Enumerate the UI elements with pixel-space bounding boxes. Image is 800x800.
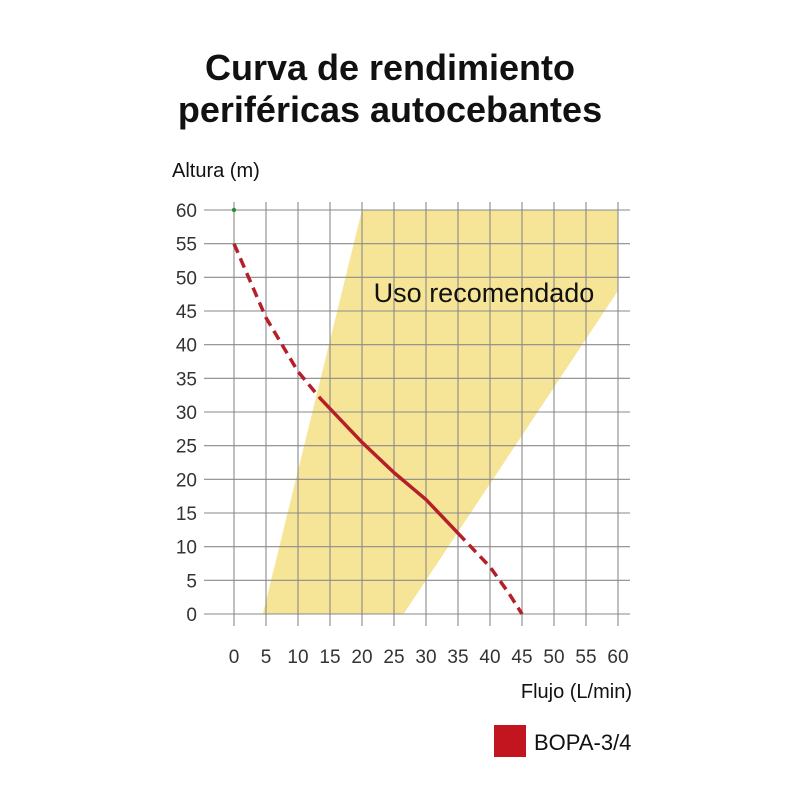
series-layer <box>231 207 524 615</box>
x-tick-label: 30 <box>415 647 436 668</box>
y-tick-label: 30 <box>176 403 197 424</box>
recommended-region-label: Uso recomendado <box>374 278 595 308</box>
y-tick-label: 60 <box>176 201 197 222</box>
series-line-solid <box>318 396 460 535</box>
y-tick-label: 35 <box>176 369 197 390</box>
x-tick-label: 45 <box>511 647 532 668</box>
series-line-dashed-left <box>232 242 322 400</box>
legend-label: BOPA-3/4 <box>534 730 631 755</box>
x-tick-label: 50 <box>543 647 564 668</box>
y-tick-label: 0 <box>186 605 197 626</box>
x-tick-label: 35 <box>447 647 468 668</box>
y-tick-label: 15 <box>176 504 197 525</box>
data-marker <box>231 207 237 213</box>
x-tick-label: 20 <box>351 647 372 668</box>
grid <box>204 202 630 626</box>
y-axis-title: Altura (m) <box>172 160 260 182</box>
y-tick-label: 45 <box>176 302 197 323</box>
x-axis-title: Flujo (L/min) <box>521 681 632 703</box>
x-tick-label: 55 <box>575 647 596 668</box>
y-tick-label: 50 <box>176 268 197 289</box>
x-tick-label: 60 <box>607 647 628 668</box>
tick-labels: 0 5 10 15 20 25 30 35 40 45 50 55 606055504540353025… <box>176 201 629 668</box>
x-tick-label: 0 <box>229 647 240 668</box>
y-tick-label: 40 <box>176 336 197 357</box>
legend-swatch <box>494 725 526 757</box>
chart-title-line2: periféricas autocebantes <box>178 89 602 130</box>
x-tick-label: 10 <box>287 647 308 668</box>
x-tick-label: 25 <box>383 647 404 668</box>
y-tick-label: 10 <box>176 538 197 559</box>
y-tick-label: 25 <box>176 437 197 458</box>
y-tick-label: 5 <box>186 571 197 592</box>
chart-title-line1: Curva de rendimiento <box>205 47 575 88</box>
x-tick-label: 40 <box>479 647 500 668</box>
y-tick-label: 20 <box>176 470 197 491</box>
series-line-dashed-right <box>456 531 524 615</box>
y-tick-label: 55 <box>176 235 197 256</box>
x-tick-label: 5 <box>261 647 272 668</box>
x-tick-label: 15 <box>319 647 340 668</box>
